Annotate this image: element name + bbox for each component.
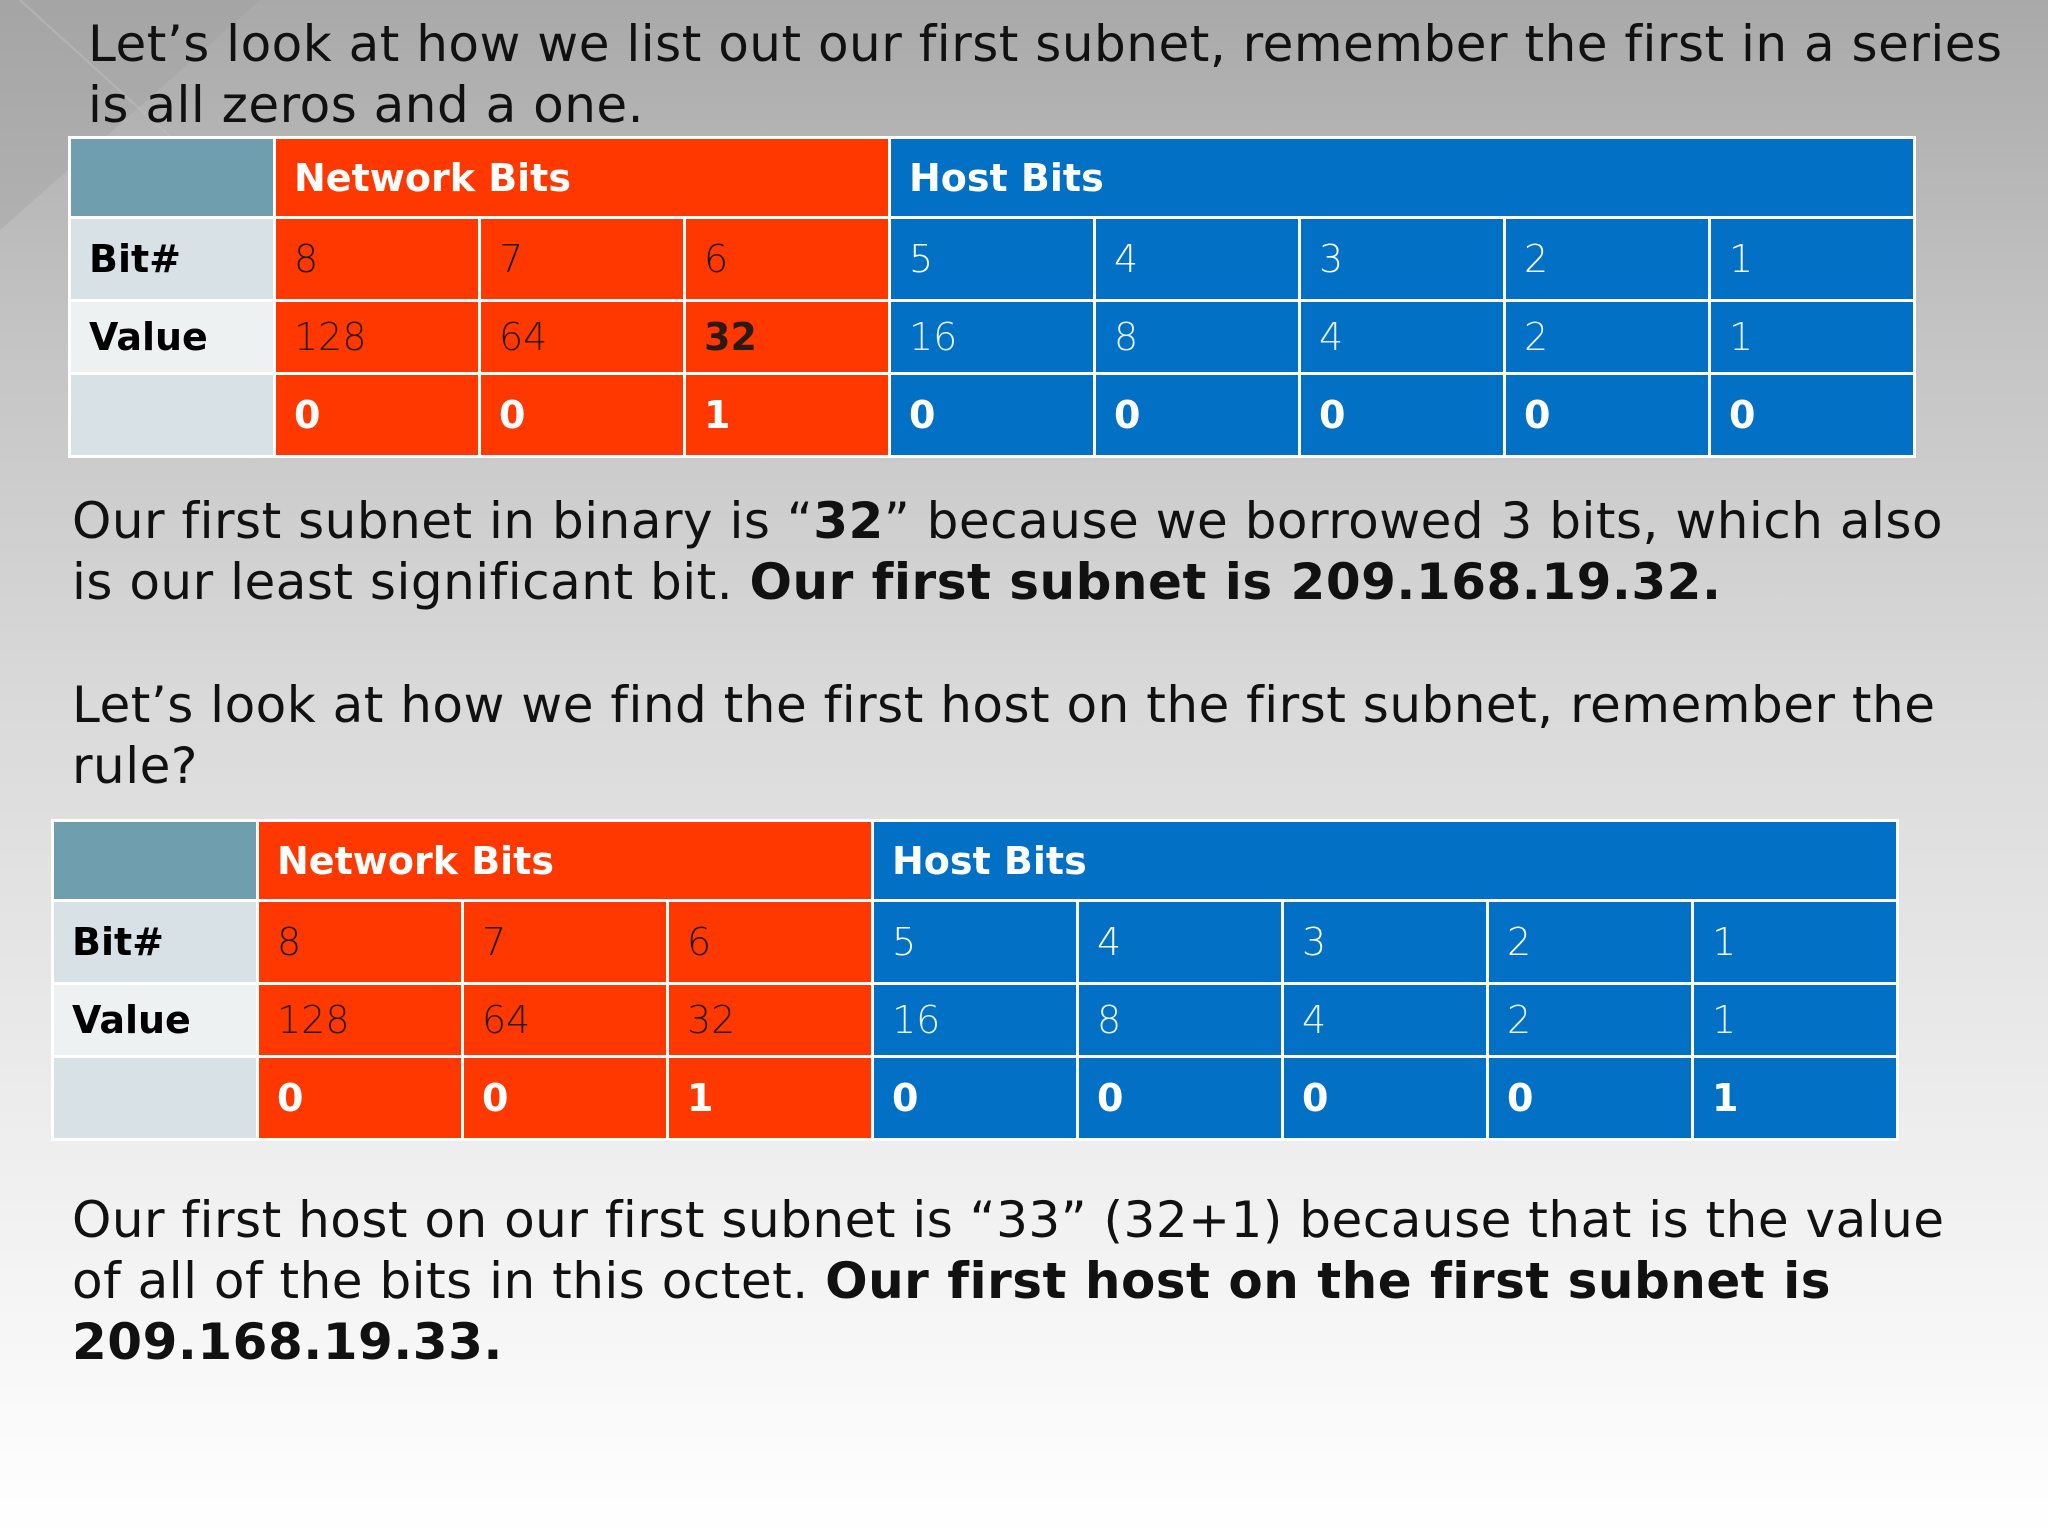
table-corner-cell [51, 819, 259, 902]
host-conclusion-bold: Our first host on the first subnet is [825, 1252, 1832, 1310]
bit-cell: 0 [1503, 372, 1711, 458]
row-label-blank [51, 1055, 259, 1141]
row-label-value: Value [68, 299, 276, 375]
first-host-bits-table: Network Bits Host Bits Bit# 8 7 6 5 4 3 … [51, 819, 1899, 1141]
row-label-blank [68, 372, 276, 458]
value-cell: 4 [1298, 299, 1506, 375]
bit-number-cell: 3 [1298, 216, 1506, 302]
host-line-2a: of all of the bits in this octet. [72, 1252, 826, 1310]
intro-line-2: is all zeros and a one. [88, 76, 645, 134]
value-cell: 128 [273, 299, 481, 375]
subnet-line-2a: is our least significant bit. [72, 553, 750, 611]
value-row: Value 128 64 32 16 8 4 2 1 [51, 982, 1899, 1058]
bit-number-cell: 8 [256, 899, 464, 985]
subnet-bits-table: Network Bits Host Bits Bit# 8 7 6 5 4 3 … [68, 136, 1916, 458]
subnet-conclusion-bold: Our first subnet is 209.168.19.32. [749, 553, 1722, 611]
host-question-paragraph: Let’s look at how we find the first host… [72, 675, 1936, 797]
bit-cell: 0 [888, 372, 1096, 458]
bit-cell: 0 [1093, 372, 1301, 458]
intro-line-1: Let’s look at how we list out our first … [88, 15, 2003, 73]
bit-cell: 0 [871, 1055, 1079, 1141]
table-header-row: Network Bits Host Bits [51, 819, 1899, 902]
value-cell: 2 [1503, 299, 1711, 375]
value-cell-highlighted: 32 [683, 299, 891, 375]
host-address-bold: 209.168.19.33. [72, 1313, 503, 1371]
host-bits-header: Host Bits [888, 136, 1916, 219]
subnet-line-1a: Our first subnet in binary is “ [72, 492, 814, 550]
bit-number-row: Bit# 8 7 6 5 4 3 2 1 [68, 216, 1916, 302]
host-bits-header: Host Bits [871, 819, 1899, 902]
value-cell: 8 [1093, 299, 1301, 375]
value-cell: 32 [666, 982, 874, 1058]
bit-cell: 0 [461, 1055, 669, 1141]
network-bits-header: Network Bits [273, 136, 891, 219]
network-bits-header: Network Bits [256, 819, 874, 902]
bit-cell: 0 [1076, 1055, 1284, 1141]
bit-cell: 0 [1281, 1055, 1489, 1141]
host-line-1: Our first host on our first subnet is “3… [72, 1191, 1945, 1249]
bit-number-cell: 1 [1691, 899, 1899, 985]
bit-number-cell: 5 [888, 216, 1096, 302]
subnet-value-bold: 32 [813, 492, 884, 550]
value-cell: 128 [256, 982, 464, 1058]
value-cell: 4 [1281, 982, 1489, 1058]
intro-paragraph: Let’s look at how we list out our first … [88, 14, 2003, 136]
value-cell: 2 [1486, 982, 1694, 1058]
bit-number-cell: 5 [871, 899, 1079, 985]
bit-number-cell: 7 [478, 216, 686, 302]
bit-number-cell: 1 [1708, 216, 1916, 302]
subnet-line-1c: ” because we borrowed 3 bits, which also [883, 492, 1944, 550]
table-corner-cell [68, 136, 276, 219]
subnet-explanation-paragraph: Our first subnet in binary is “32” becau… [72, 491, 1943, 613]
value-cell: 64 [461, 982, 669, 1058]
bit-value-row: 0 0 1 0 0 0 0 0 [68, 372, 1916, 458]
bit-number-cell: 3 [1281, 899, 1489, 985]
value-cell: 1 [1691, 982, 1899, 1058]
bit-number-cell: 7 [461, 899, 669, 985]
bit-cell: 0 [1298, 372, 1506, 458]
host-question-line-1: Let’s look at how we find the first host… [72, 676, 1936, 734]
bit-number-row: Bit# 8 7 6 5 4 3 2 1 [51, 899, 1899, 985]
bit-cell: 1 [1691, 1055, 1899, 1141]
value-cell: 16 [871, 982, 1079, 1058]
row-label-bit: Bit# [68, 216, 276, 302]
bit-number-cell: 8 [273, 216, 481, 302]
bit-number-cell: 2 [1503, 216, 1711, 302]
row-label-bit: Bit# [51, 899, 259, 985]
host-explanation-paragraph: Our first host on our first subnet is “3… [72, 1190, 1945, 1373]
bit-number-cell: 4 [1076, 899, 1284, 985]
bit-cell: 1 [683, 372, 891, 458]
value-row: Value 128 64 32 16 8 4 2 1 [68, 299, 1916, 375]
table-header-row: Network Bits Host Bits [68, 136, 1916, 219]
row-label-value: Value [51, 982, 259, 1058]
host-question-line-2: rule? [72, 737, 198, 795]
value-cell: 64 [478, 299, 686, 375]
bit-number-cell: 6 [666, 899, 874, 985]
bit-number-cell: 2 [1486, 899, 1694, 985]
bit-value-row: 0 0 1 0 0 0 0 1 [51, 1055, 1899, 1141]
value-cell: 16 [888, 299, 1096, 375]
bit-cell: 0 [256, 1055, 464, 1141]
bit-cell: 0 [273, 372, 481, 458]
bit-cell: 0 [1486, 1055, 1694, 1141]
bit-cell: 0 [478, 372, 686, 458]
value-cell: 8 [1076, 982, 1284, 1058]
bit-cell: 1 [666, 1055, 874, 1141]
value-cell: 1 [1708, 299, 1916, 375]
bit-cell: 0 [1708, 372, 1916, 458]
bit-number-cell: 4 [1093, 216, 1301, 302]
bit-number-cell: 6 [683, 216, 891, 302]
